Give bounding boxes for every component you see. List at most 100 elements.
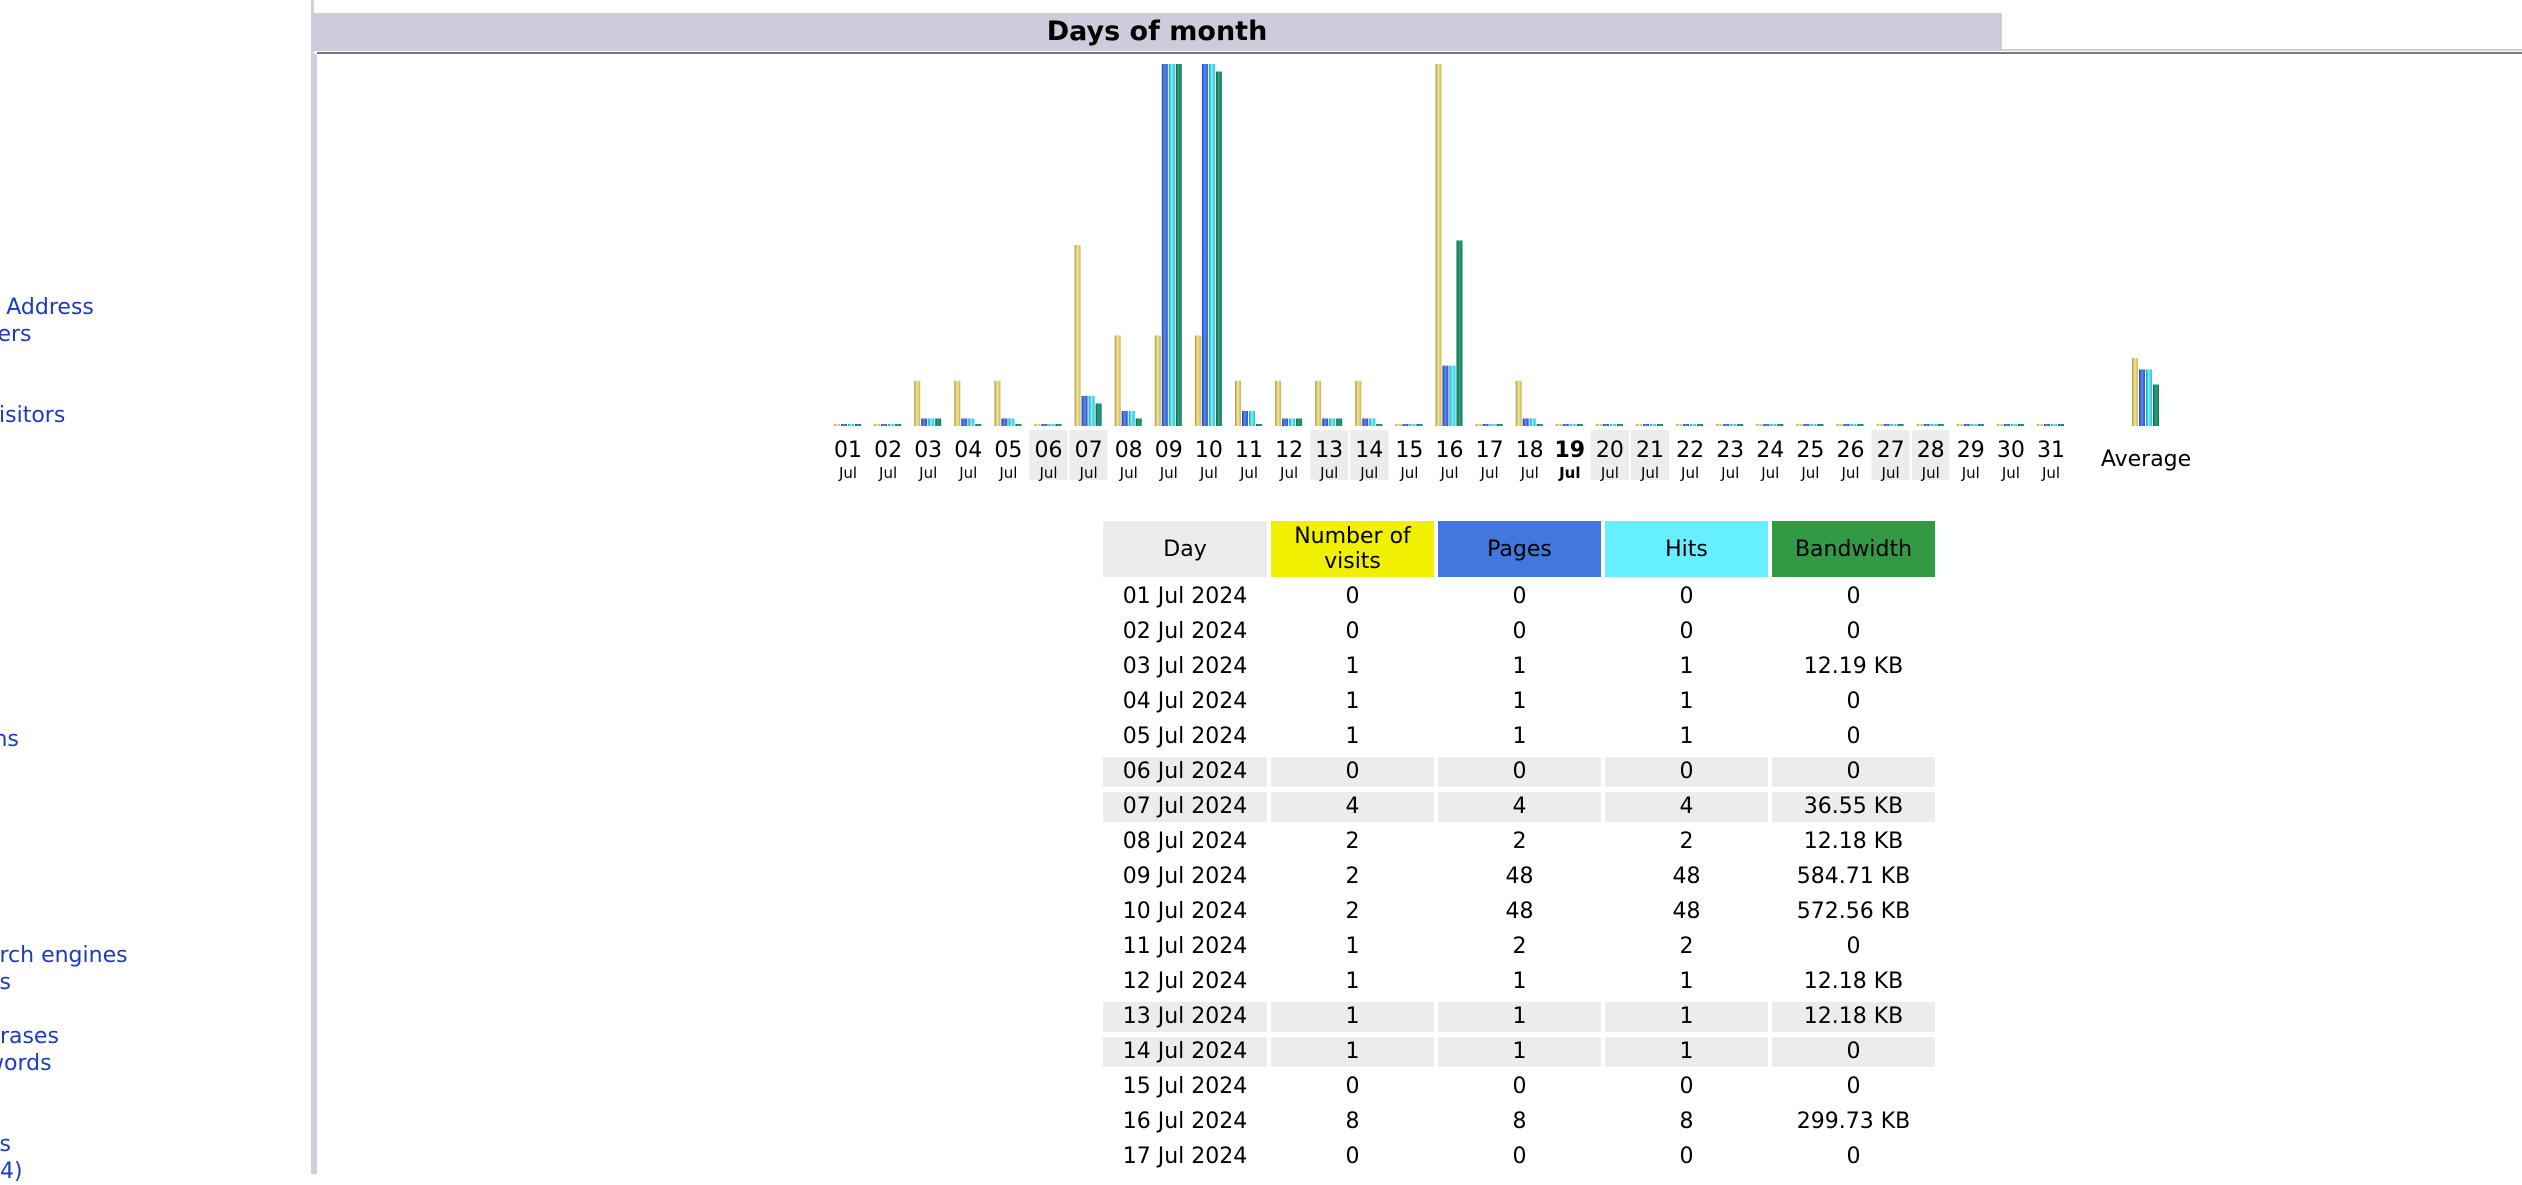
tick-label-day: 25 [1796,438,1824,463]
cell-hits: 0 [1605,757,1768,787]
bar-visits [1676,424,1683,426]
table-row: 07 Jul 2024 4 4 4 36.55 KB [1103,792,1935,822]
bar-pages [1883,424,1890,426]
bar-bandwidth [1857,424,1864,426]
tick-label-day: 07 [1075,438,1103,463]
tick-label-month: Jul [1399,464,1418,482]
tick-label-month: Jul [1079,464,1098,482]
cell-visits: 1 [1271,1037,1434,1067]
cell-day: 16 Jul 2024 [1122,1109,1248,1134]
tick-label-day: 19 [1554,438,1585,463]
tick-label-month: Jul [1600,464,1619,482]
bar-hits [1329,418,1336,426]
tick-label-month: Jul [1558,464,1580,482]
menu-link-04[interactable]: 04) [0,1159,23,1184]
cell-pages: 4 [1438,792,1601,822]
bar-pages [1001,418,1008,426]
bar-visits [1355,380,1362,426]
cell-bandwidth: 0 [1846,1074,1861,1099]
bar-pages [1923,424,1930,426]
tick-label-month: Jul [1961,464,1980,482]
bar-bandwidth [855,424,861,426]
cell-hits: 0 [1679,1144,1694,1169]
weekend-label-bg [1911,430,1950,480]
cell-bandwidth: 12.18 KB [1803,829,1904,854]
cell-day: 10 Jul 2024 [1122,899,1248,924]
bar-bandwidth [1336,418,1343,426]
content-border [313,54,317,1174]
bar-hits [1970,424,1977,426]
bar-pages [1602,424,1609,426]
bar-bandwidth [1256,424,1262,426]
cell-day: 08 Jul 2024 [1122,829,1248,854]
bar-bandwidth [1416,424,1423,426]
bar-visits [834,424,840,426]
tick-label-day: 23 [1716,438,1744,463]
bar-pages [961,418,968,426]
bar-hits [968,418,975,426]
bar-hits [1850,424,1857,426]
cell-day: 13 Jul 2024 [1103,1002,1267,1032]
bar-bandwidth [2017,424,2024,426]
menu-link-visitors[interactable]: visitors [0,403,66,428]
menu-link-ip-address[interactable]: P Address [0,295,94,320]
menu-link-search-engines[interactable]: arch engines [0,943,128,968]
cell-day: 12 Jul 2024 [1122,969,1248,994]
cell-pages: 1 [1512,969,1527,994]
bar-bandwidth [1697,424,1704,426]
tick-label-day: 22 [1676,438,1704,463]
tick-label-month: Jul [1680,464,1699,482]
tick-label-day: 06 [1035,438,1063,463]
bar-bandwidth [1296,418,1303,426]
tick-label-day: 24 [1756,438,1784,463]
tick-label-day: 09 [1155,438,1183,463]
menu-link-ms[interactable]: ms [0,727,19,752]
cell-bandwidth: 299.73 KB [1796,1109,1911,1134]
tick-label-day: 12 [1275,438,1303,463]
tick-label-average: Average [2101,447,2191,472]
cell-bandwidth: 12.18 KB [1772,1002,1935,1032]
bar-pages [1442,365,1449,426]
tick-label-day: 26 [1837,438,1865,463]
cell-day: 04 Jul 2024 [1122,689,1248,714]
cell-visits: 0 [1271,757,1434,787]
cell-pages: 2 [1512,829,1527,854]
cell-visits: 2 [1345,864,1360,889]
cell-pages: 1 [1438,1002,1601,1032]
bar-bandwidth [1817,424,1824,426]
bar-pages [1683,424,1690,426]
bar-hits [1249,410,1255,426]
tick-label-month: Jul [998,464,1017,482]
bar-visits [1235,380,1241,426]
bar-pages [1081,395,1088,426]
weekend-label-bg [1871,430,1910,480]
menu-link-keywords[interactable]: words [0,1051,52,1076]
bar-pages [1282,418,1289,426]
tick-label-month: Jul [1921,464,1940,482]
bar-hits [1449,365,1456,426]
bar-average-bandwidth [2153,384,2159,426]
tick-label-day: 28 [1917,438,1945,463]
cell-bandwidth: 0 [1846,724,1861,749]
cell-bandwidth: 0 [1846,1144,1861,1169]
weekend-label-bg [1590,430,1629,480]
bar-pages [1201,64,1208,426]
bar-bandwidth [1616,424,1623,426]
table-header-row: Day Number of visits Pages Hits Bandwidt… [1103,521,1935,577]
cell-pages: 1 [1512,689,1527,714]
cell-day: 01 Jul 2024 [1122,584,1248,609]
menu-link-es[interactable]: es [0,970,11,995]
cell-visits: 0 [1345,619,1360,644]
bar-hits [888,424,895,426]
bar-bandwidth [1777,424,1784,426]
bar-pages [1362,418,1369,426]
bar-bandwidth [1897,424,1904,426]
bar-visits [1916,424,1923,426]
menu-link-es-2[interactable]: es [0,1132,11,1157]
menu-link-phrases[interactable]: hrases [0,1024,59,1049]
cell-bandwidth: 0 [1846,934,1861,959]
bar-visits [1595,424,1602,426]
cell-hits: 2 [1679,934,1694,959]
bar-visits [1876,424,1883,426]
